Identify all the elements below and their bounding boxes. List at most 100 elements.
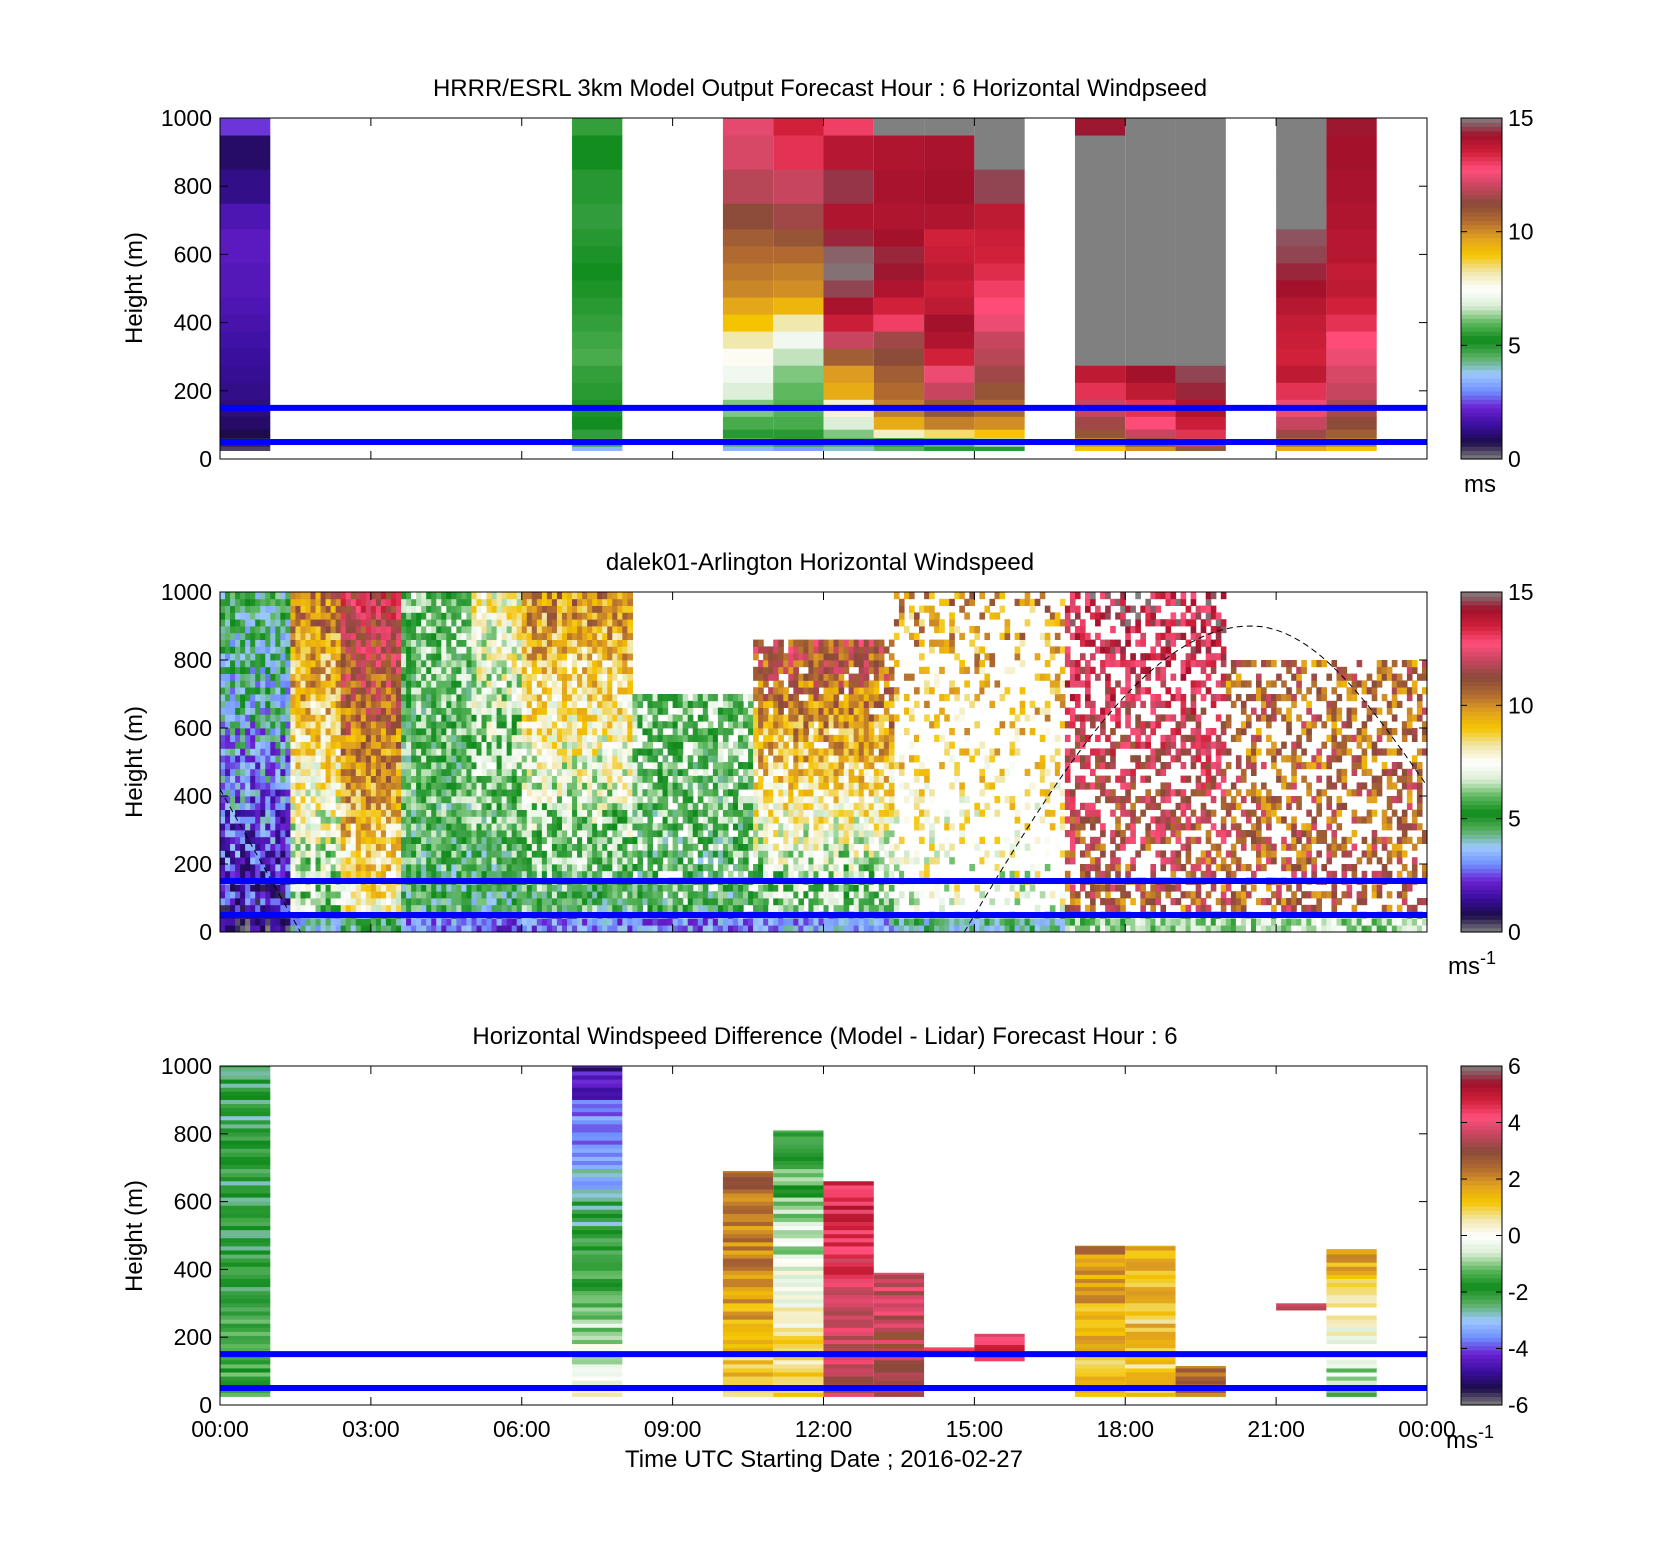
lidar-cell	[315, 728, 322, 736]
model-cell	[1276, 365, 1327, 383]
lidar-cell	[330, 870, 337, 878]
lidar-cell	[511, 898, 518, 906]
lidar-cell	[305, 762, 312, 770]
lidar-cell	[275, 836, 281, 844]
lidar-cell	[345, 748, 352, 756]
lidar-cell	[446, 653, 452, 661]
lidar-cell	[335, 857, 342, 865]
lidar-cell	[325, 707, 332, 715]
lidar-cell	[350, 728, 357, 736]
lidar-cell	[355, 782, 362, 790]
lidar-cell	[225, 768, 231, 776]
lidar-cell	[355, 748, 362, 756]
lidar-cell	[687, 918, 694, 926]
lidar-cell	[230, 857, 236, 865]
lidar-cell	[637, 734, 644, 742]
lidar-cell	[622, 864, 628, 872]
lidar-cell	[622, 796, 628, 804]
lidar-cell	[582, 809, 588, 817]
lidar-cell	[466, 836, 473, 844]
lidar-cell	[486, 694, 493, 702]
lidar-cell	[426, 605, 432, 613]
lidar-cell	[245, 802, 251, 810]
lidar-cell	[572, 673, 578, 681]
lidar-cell	[506, 626, 513, 634]
lidar-cell	[350, 870, 357, 878]
lidar-cell	[456, 823, 462, 831]
model-cell	[873, 331, 925, 349]
lidar-cell	[280, 925, 286, 933]
lidar-cell	[506, 748, 513, 756]
lidar-cell	[612, 830, 618, 838]
lidar-cell	[300, 830, 307, 838]
lidar-cell	[295, 646, 302, 654]
lidar-cell	[416, 612, 422, 620]
lidar-cell	[380, 782, 387, 790]
lidar-cell	[501, 870, 508, 878]
lidar-cell	[451, 904, 457, 912]
lidar-cell	[225, 904, 231, 912]
lidar-cell	[275, 823, 281, 831]
lidar-cell	[697, 904, 704, 912]
lidar-cell	[572, 918, 578, 926]
lidar-cell	[330, 857, 337, 865]
lidar-cell	[401, 925, 407, 933]
lidar-cell	[536, 728, 543, 736]
model-cell	[220, 331, 271, 349]
lidar-cell	[617, 666, 623, 674]
model-cell	[974, 228, 1025, 247]
lidar-cell	[411, 687, 417, 695]
lidar-cell	[275, 728, 281, 736]
lidar-cell	[320, 870, 327, 878]
lidar-cell	[250, 748, 256, 756]
lidar-cell	[401, 653, 407, 661]
lidar-cell	[602, 925, 608, 933]
lidar-cell	[406, 700, 412, 708]
lidar-cell	[531, 653, 538, 661]
lidar-cell	[506, 700, 513, 708]
lidar-cell	[602, 605, 608, 613]
lidar-cell	[692, 904, 699, 912]
lidar-cell	[597, 666, 603, 674]
lidar-cell	[572, 864, 578, 872]
lidar-cell	[401, 782, 407, 790]
lidar-cell	[516, 619, 523, 627]
lidar-cell	[692, 809, 699, 817]
lidar-cell	[230, 721, 236, 729]
lidar-cell	[506, 836, 513, 844]
lidar-cell	[652, 823, 659, 831]
lidar-cell	[567, 904, 573, 912]
lidar-cell	[657, 768, 664, 776]
lidar-cell	[672, 891, 679, 899]
lidar-cell	[597, 789, 603, 797]
lidar-cell	[677, 728, 684, 736]
lidar-cell	[551, 680, 558, 688]
lidar-cell	[486, 605, 493, 613]
lidar-cell	[617, 612, 623, 620]
lidar-cell	[350, 605, 357, 613]
lidar-cell	[617, 632, 623, 640]
lidar-cell	[516, 789, 523, 797]
model-cell	[1276, 446, 1327, 451]
lidar-cell	[315, 666, 322, 674]
lidar-cell	[295, 857, 302, 865]
lidar-cell	[607, 904, 613, 912]
lidar-cell	[310, 898, 317, 906]
lidar-cell	[436, 870, 442, 878]
lidar-cell	[355, 653, 362, 661]
colorbar-segment	[1461, 429, 1502, 435]
lidar-cell	[416, 598, 422, 606]
lidar-cell	[521, 830, 528, 838]
lidar-cell	[677, 741, 684, 749]
lidar-cell	[401, 843, 407, 851]
lidar-cell	[526, 857, 533, 865]
lidar-cell	[551, 782, 558, 790]
lidar-cell	[622, 857, 628, 865]
lidar-cell	[662, 700, 669, 708]
lidar-cell	[526, 598, 533, 606]
lidar-cell	[531, 870, 538, 878]
lidar-cell	[370, 796, 377, 804]
lidar-cell	[496, 673, 503, 681]
lidar-cell	[260, 802, 266, 810]
lidar-cell	[702, 918, 709, 926]
